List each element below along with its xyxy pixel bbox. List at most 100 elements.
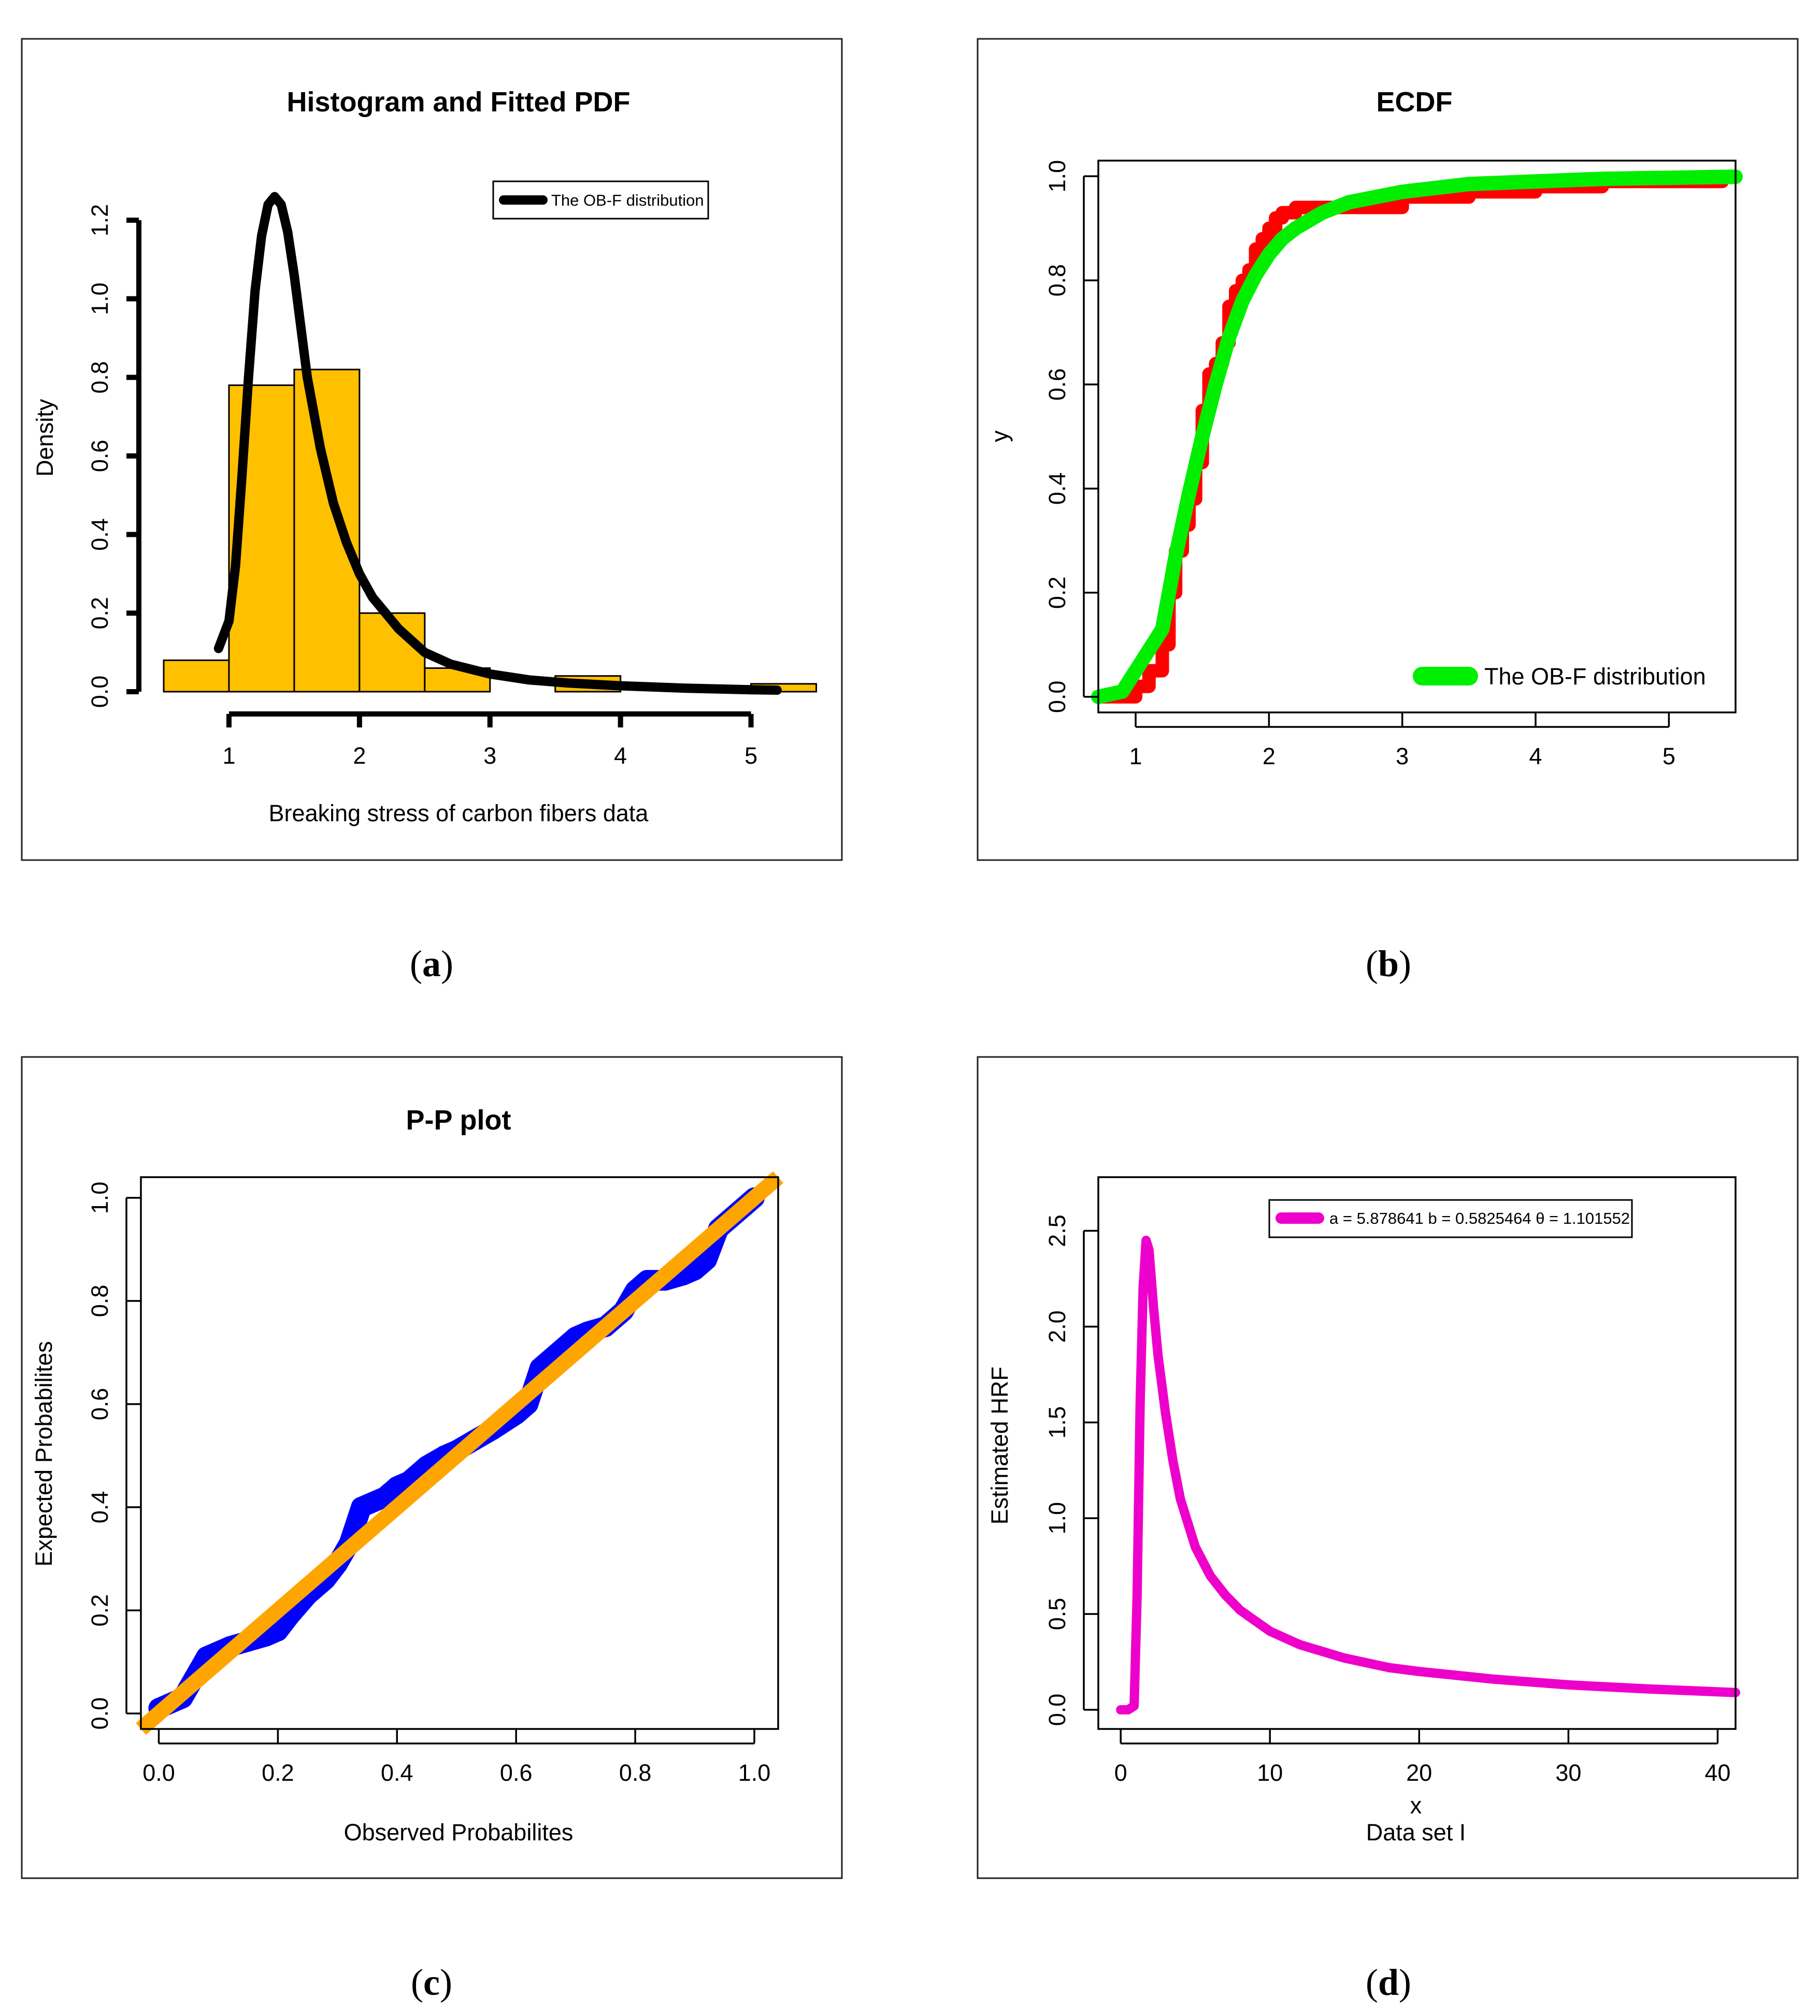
chart-c-x-tick-label: 0.4 <box>381 1760 413 1786</box>
chart-d-ylabel: Estimated HRF <box>986 1366 1013 1524</box>
chart-d-hrf-line <box>1116 1236 1740 1714</box>
chart-c-xlabel: Observed Probabilites <box>344 1819 574 1846</box>
chart-a-fitted-pdf-line <box>213 192 782 695</box>
caption-d-open: ( <box>1366 1962 1378 2003</box>
chart-c-x-axis: 0.0 0.2 0.4 0.6 0.8 1.0 <box>142 1729 770 1786</box>
chart-c-series <box>136 1171 783 1735</box>
chart-d-x-tick-label: 10 <box>1257 1760 1283 1786</box>
panel-b-ecdf: ECDF 1 2 3 4 5 0.0 0.2 0.4 0.6 0.8 1.0 y The OB-F… <box>986 87 1743 769</box>
caption-c-letter: c <box>423 1962 440 2003</box>
chart-b-y-tick-label: 1.0 <box>1044 160 1070 193</box>
chart-a-y-tick-label: 0.8 <box>87 361 113 394</box>
chart-b-x-tick-label: 2 <box>1263 743 1276 769</box>
chart-a-x-axis: 1 2 3 4 5 <box>222 711 757 769</box>
chart-a-y-tick-label: 0.6 <box>87 440 113 473</box>
chart-a-y-axis: 0.0 0.2 0.4 0.6 0.8 1.0 1.2 <box>87 204 141 708</box>
chart-d-plot-box <box>1097 1176 1737 1730</box>
chart-c-plot-box <box>140 1176 779 1730</box>
chart-d-y-axis: 0.0 0.5 1.0 1.5 2.0 2.5 <box>1044 1214 1098 1726</box>
chart-c-y-tick-label: 0.0 <box>87 1697 113 1730</box>
chart-a-y-tick-label: 1.2 <box>87 204 113 237</box>
chart-b-x-tick-label: 5 <box>1663 743 1675 769</box>
chart-c-title: P-P plot <box>406 1105 511 1136</box>
panel-a-histogram: Histogram and Fitted PDF 1 2 3 4 5 0.0 0.2 0.4… <box>32 87 818 826</box>
chart-d-x-tick-label: 0 <box>1114 1760 1127 1786</box>
caption-a-open: ( <box>410 943 422 984</box>
chart-c-y-axis: 0.0 0.2 0.4 0.6 0.8 1.0 <box>87 1182 141 1730</box>
chart-d-y-tick-label: 0.0 <box>1044 1694 1070 1726</box>
chart-b-y-tick-label: 0.4 <box>1044 473 1070 505</box>
chart-b-plot-box <box>1097 160 1737 713</box>
panel-b-frame <box>977 38 1799 861</box>
chart-c-x-tick-label: 1.0 <box>738 1760 771 1786</box>
chart-d-y-tick-label: 2.0 <box>1044 1310 1070 1343</box>
chart-c-ylabel: Expected Probabilites <box>31 1341 57 1566</box>
chart-b-x-tick-label: 4 <box>1529 743 1542 769</box>
chart-c-y-tick-label: 1.0 <box>87 1182 113 1214</box>
caption-d-letter: d <box>1378 1962 1399 2003</box>
panel-d-hrf: 0 10 20 30 40 0.0 0.5 1.0 1.5 2.0 2.5 x Data set … <box>986 1176 1740 1846</box>
chart-a-y-tick-label: 0.4 <box>87 518 113 551</box>
caption-b-open: ( <box>1366 943 1378 984</box>
chart-a-curve-group <box>213 192 782 695</box>
chart-a-x-tick-label: 5 <box>744 742 757 769</box>
chart-b-series <box>1091 169 1743 704</box>
chart-d-legend: a = 5.878641 b = 0.5825464 θ = 1.101552 <box>1268 1199 1633 1238</box>
chart-a-bar <box>163 659 230 693</box>
chart-a-legend: The OB-F distribution <box>492 180 709 220</box>
caption-d-close: ) <box>1399 1962 1411 2003</box>
caption-b-letter: b <box>1378 943 1399 984</box>
panel-d-frame <box>977 1056 1799 1879</box>
chart-c-y-tick-label: 0.4 <box>87 1491 113 1524</box>
caption-a-close: ) <box>441 943 453 984</box>
chart-d-xlabel: x <box>1410 1792 1422 1819</box>
caption-c-open: ( <box>411 1962 423 2003</box>
caption-b-close: ) <box>1399 943 1411 984</box>
chart-a-xlabel: Breaking stress of carbon fibers data <box>269 800 649 826</box>
caption-a: (a) <box>410 943 453 984</box>
chart-b-fitted-line <box>1091 169 1743 704</box>
chart-b-y-tick-label: 0.6 <box>1044 368 1070 401</box>
chart-b-y-tick-label: 0.8 <box>1044 264 1070 297</box>
chart-a-y-tick-label: 0.2 <box>87 597 113 630</box>
chart-d-y-tick-label: 0.5 <box>1044 1598 1070 1631</box>
chart-c-y-tick-label: 0.2 <box>87 1594 113 1627</box>
chart-c-point <box>267 1620 289 1641</box>
chart-b-title: ECDF <box>1377 87 1453 118</box>
caption-b: (b) <box>1366 943 1411 984</box>
chart-a-bar <box>293 368 361 693</box>
chart-d-x-tick-label: 20 <box>1406 1760 1432 1786</box>
chart-b-legend: The OB-F distribution <box>1413 663 1706 690</box>
chart-b-y-axis: 0.0 0.2 0.4 0.6 0.8 1.0 <box>1044 160 1098 713</box>
chart-c-x-tick-label: 0.0 <box>142 1760 175 1786</box>
chart-a-legend-label: The OB-F distribution <box>551 191 704 209</box>
chart-a-title: Histogram and Fitted PDF <box>286 87 630 118</box>
chart-b-y-tick-label: 0.0 <box>1044 681 1070 713</box>
chart-a-bars <box>163 368 818 693</box>
chart-d-legend-label: a = 5.878641 b = 0.5825464 θ = 1.101552 <box>1329 1209 1630 1227</box>
chart-d-subtitle: Data set I <box>1366 1819 1466 1846</box>
caption-a-letter: a <box>422 943 441 984</box>
chart-a-y-tick-label: 1.0 <box>87 282 113 315</box>
chart-b-ylabel: y <box>986 430 1013 442</box>
chart-c-point <box>696 1249 718 1270</box>
chart-b-x-tick-label: 1 <box>1129 743 1142 769</box>
chart-d-y-tick-label: 1.5 <box>1044 1406 1070 1439</box>
chart-d-y-tick-label: 2.5 <box>1044 1214 1070 1247</box>
chart-b-x-axis: 1 2 3 4 5 <box>1129 712 1675 769</box>
chart-d-x-tick-label: 40 <box>1704 1760 1730 1786</box>
chart-c-y-tick-label: 0.8 <box>87 1285 113 1318</box>
chart-c-x-tick-label: 0.6 <box>500 1760 533 1786</box>
chart-b-legend-label: The OB-F distribution <box>1484 663 1706 690</box>
chart-d-legend-box <box>1268 1199 1633 1238</box>
chart-d-x-tick-label: 30 <box>1555 1760 1581 1786</box>
caption-c: (c) <box>411 1962 452 2003</box>
chart-b-x-tick-label: 3 <box>1396 743 1409 769</box>
panel-a-frame <box>21 38 843 861</box>
chart-c-x-tick-label: 0.2 <box>262 1760 294 1786</box>
caption-d: (d) <box>1366 1962 1411 2003</box>
chart-c-x-tick-label: 0.8 <box>619 1760 652 1786</box>
chart-a-x-tick-label: 2 <box>353 742 366 769</box>
chart-d-series <box>1116 1236 1740 1714</box>
